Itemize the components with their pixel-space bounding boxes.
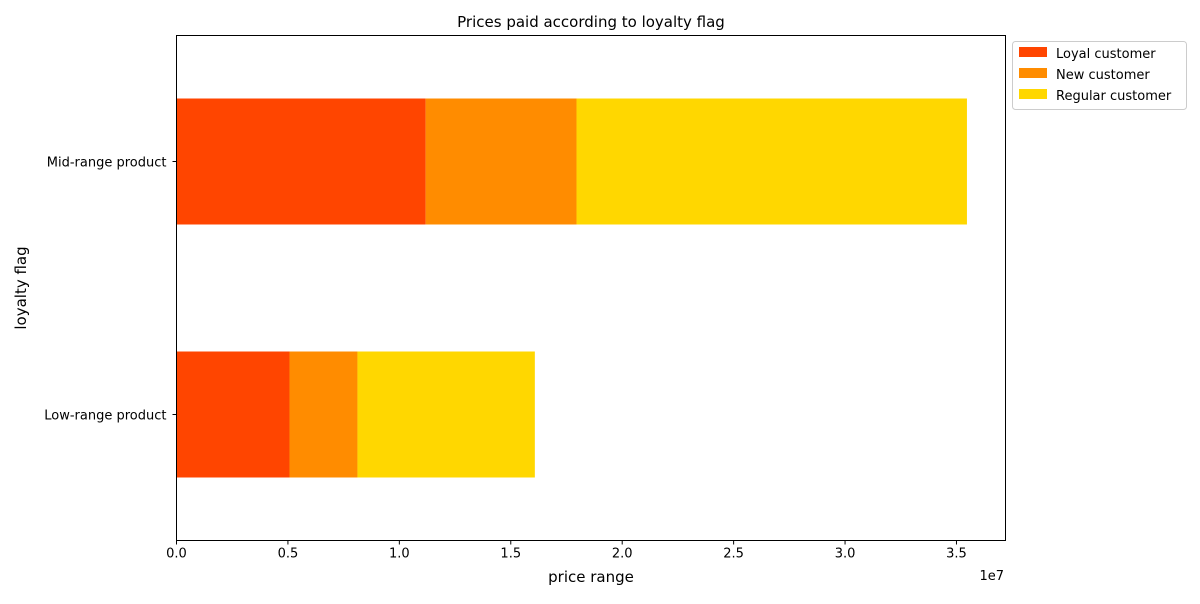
legend-label: New customer — [1056, 68, 1150, 83]
y-axis-title: loyalty flag — [12, 246, 30, 329]
bar-regular-customer-mid-range-product — [576, 98, 967, 225]
x-axis-scale-label: 1e7 — [979, 569, 1004, 584]
legend-label: Loyal customer — [1056, 47, 1156, 62]
legend-swatch-loyal-customer — [1019, 47, 1047, 57]
bar-loyal-customer-low-range-product — [176, 351, 290, 478]
legend-swatch-new-customer — [1019, 68, 1047, 78]
y-tick-label: Low-range product — [44, 409, 166, 424]
legend-items: Loyal customer New customer Regular custom… — [1019, 47, 1172, 104]
legend-frame — [1012, 41, 1187, 110]
legend-swatch-regular-customer — [1019, 89, 1047, 99]
bar-loyal-customer-mid-range-product — [176, 98, 426, 225]
plot-frame — [176, 35, 1006, 541]
x-tick-label: 0.0 — [166, 547, 187, 562]
bar-regular-customer-low-range-product — [357, 351, 535, 478]
legend: Loyal customer New customer Regular custom… — [1012, 41, 1187, 110]
x-tick-label: 1.5 — [500, 547, 521, 562]
legend-label: Regular customer — [1056, 89, 1172, 104]
x-tick-label: 1.0 — [389, 547, 410, 562]
x-tick-label: 2.5 — [723, 547, 744, 562]
bar-new-customer-mid-range-product — [425, 98, 577, 225]
bars-layer — [176, 98, 967, 478]
x-tick-label: 2.0 — [612, 547, 633, 562]
y-axis: Low-range product Mid-range product — [44, 156, 177, 424]
x-axis-title: price range — [548, 568, 634, 586]
x-tick-label: 0.5 — [278, 547, 299, 562]
x-tick-label: 3.5 — [946, 547, 967, 562]
bar-new-customer-low-range-product — [289, 351, 358, 478]
x-axis: 0.0 0.5 1.0 1.5 2.0 2.5 3.0 3.5 — [166, 540, 967, 562]
y-tick-label: Mid-range product — [47, 156, 167, 171]
x-tick-label: 3.0 — [835, 547, 856, 562]
chart-title: Prices paid according to loyalty flag — [457, 13, 725, 31]
